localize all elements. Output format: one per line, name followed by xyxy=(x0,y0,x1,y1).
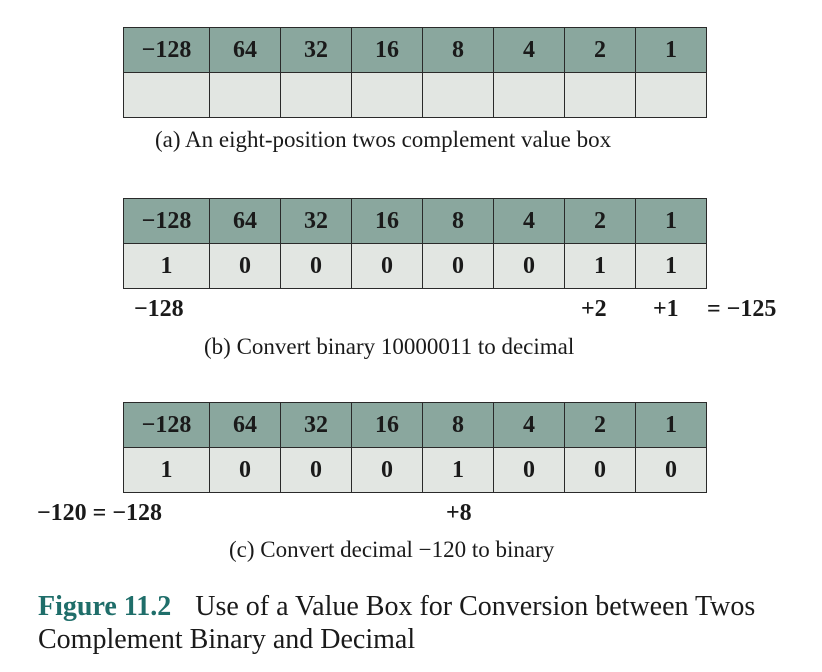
weight-cell: 64 xyxy=(209,198,281,244)
bit-cell: 0 xyxy=(422,243,494,289)
bit-cell: 0 xyxy=(280,447,352,493)
term-label: −128 xyxy=(134,296,184,322)
bit-cell: 0 xyxy=(209,447,281,493)
weight-cell: 4 xyxy=(493,402,565,448)
value-box-a: −128 64 32 16 8 4 2 1 xyxy=(123,27,707,118)
weight-cell: 2 xyxy=(564,198,636,244)
value-box-b: −128 64 32 16 8 4 2 1 1 0 0 0 0 0 1 1 xyxy=(123,198,707,289)
weight-cell: 4 xyxy=(493,27,565,73)
weight-cell: 1 xyxy=(635,402,707,448)
bit-cell: 1 xyxy=(123,447,210,493)
weight-cell: 4 xyxy=(493,198,565,244)
bit-cell xyxy=(280,72,352,118)
value-box-c: −128 64 32 16 8 4 2 1 1 0 0 0 1 0 0 0 xyxy=(123,402,707,493)
term-label: +1 xyxy=(653,296,679,322)
caption-a: (a) An eight-position twos complement va… xyxy=(155,127,612,152)
weight-cell: 64 xyxy=(209,402,281,448)
weight-cell: 8 xyxy=(422,198,494,244)
weight-cell: 32 xyxy=(280,27,352,73)
bit-cell xyxy=(123,72,210,118)
bit-cell: 0 xyxy=(209,243,281,289)
result-label: = −125 xyxy=(707,296,777,322)
bit-cell: 1 xyxy=(422,447,494,493)
weight-cell: −128 xyxy=(123,198,210,244)
bit-cell: 0 xyxy=(280,243,352,289)
bit-cell xyxy=(493,72,565,118)
bit-cell: 0 xyxy=(564,447,636,493)
bit-cell xyxy=(564,72,636,118)
term-label: +8 xyxy=(446,500,472,526)
bit-cell: 0 xyxy=(351,447,423,493)
bit-cell xyxy=(209,72,281,118)
weight-cell: 2 xyxy=(564,402,636,448)
weight-cell: 2 xyxy=(564,27,636,73)
weight-cell: 1 xyxy=(635,27,707,73)
caption-b: (b) Convert binary 10000011 to decimal xyxy=(204,334,575,359)
weight-cell: 8 xyxy=(422,27,494,73)
bit-cell: 1 xyxy=(123,243,210,289)
bit-cell: 1 xyxy=(564,243,636,289)
figure-caption: Figure 11.2 Use of a Value Box for Conver… xyxy=(38,590,808,656)
bit-cell: 1 xyxy=(635,243,707,289)
weight-cell: −128 xyxy=(123,402,210,448)
weight-row: −128 64 32 16 8 4 2 1 xyxy=(123,27,707,73)
term-label: +2 xyxy=(581,296,607,322)
bit-cell: 0 xyxy=(493,243,565,289)
bit-cell: 0 xyxy=(635,447,707,493)
weight-cell: 16 xyxy=(351,27,423,73)
weight-cell: 64 xyxy=(209,27,281,73)
weight-row: −128 64 32 16 8 4 2 1 xyxy=(123,402,707,448)
bit-cell xyxy=(635,72,707,118)
bit-cell: 0 xyxy=(351,243,423,289)
weight-cell: 32 xyxy=(280,198,352,244)
bit-cell: 0 xyxy=(493,447,565,493)
weight-row: −128 64 32 16 8 4 2 1 xyxy=(123,198,707,244)
bit-row xyxy=(123,72,707,118)
term-label: −120 = −128 xyxy=(37,500,163,526)
bit-cell xyxy=(351,72,423,118)
bit-row: 1 0 0 0 0 0 1 1 xyxy=(123,243,707,289)
weight-cell: 32 xyxy=(280,402,352,448)
weight-cell: 8 xyxy=(422,402,494,448)
weight-cell: 16 xyxy=(351,198,423,244)
weight-cell: −128 xyxy=(123,27,210,73)
figure-number: Figure 11.2 xyxy=(38,591,172,622)
weight-cell: 1 xyxy=(635,198,707,244)
caption-c: (c) Convert decimal −120 to binary xyxy=(229,537,555,562)
figure-title: Use of a Value Box for Conversion betwee… xyxy=(38,591,756,655)
weight-cell: 16 xyxy=(351,402,423,448)
bit-cell xyxy=(422,72,494,118)
bit-row: 1 0 0 0 1 0 0 0 xyxy=(123,447,707,493)
